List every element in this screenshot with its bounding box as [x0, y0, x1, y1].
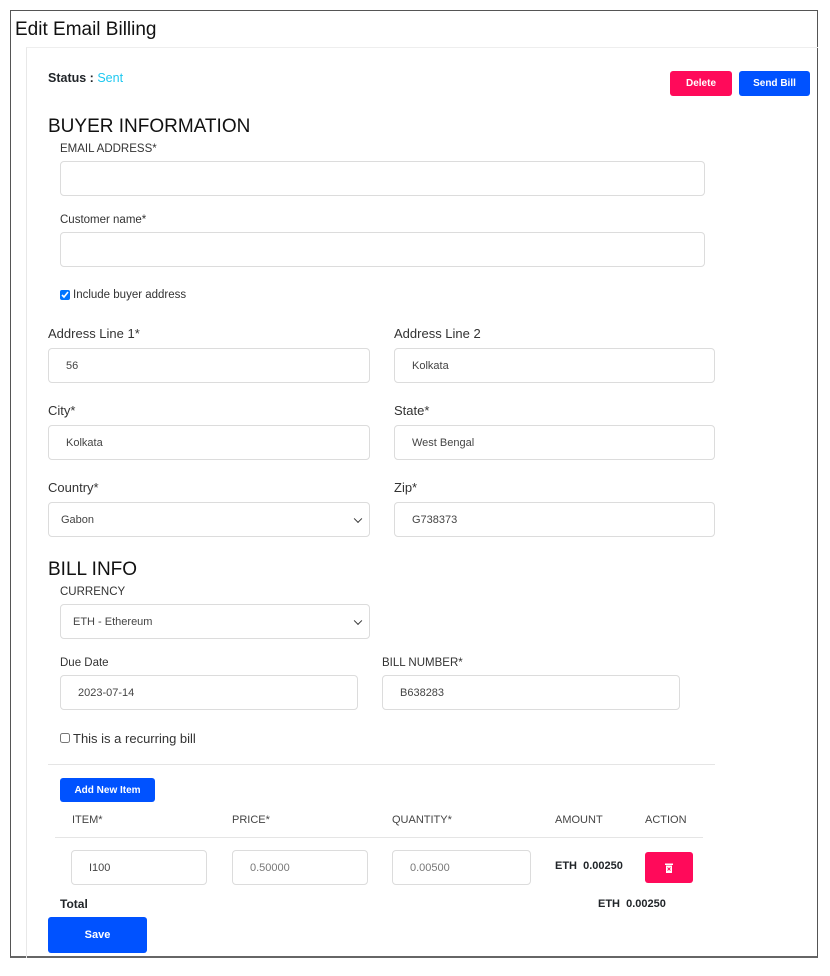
address1-input[interactable]: 56 [48, 348, 370, 383]
bill-number-input[interactable]: B638283 [382, 675, 680, 710]
status-value: Sent [97, 71, 124, 85]
address2-input[interactable]: Kolkata [394, 348, 715, 383]
email-input[interactable] [60, 161, 705, 196]
currency-select[interactable]: ETH - Ethereum [60, 604, 370, 639]
currency-label: CURRENCY [60, 586, 126, 598]
total-value: ETH 0.00250 [598, 898, 666, 910]
address2-label: Address Line 2 [394, 326, 481, 341]
page-title: Edit Email Billing [15, 19, 157, 40]
header-amount: AMOUNT [555, 814, 603, 826]
save-button[interactable]: Save [48, 917, 147, 953]
address1-label: Address Line 1* [48, 326, 140, 341]
due-date-input[interactable]: 2023-07-14 [60, 675, 358, 710]
chevron-down-icon [353, 514, 363, 523]
trash-icon [665, 863, 673, 873]
row-amount: ETH 0.00250 [555, 860, 623, 872]
country-select[interactable]: Gabon [48, 502, 370, 537]
item-input[interactable]: I100 [71, 850, 207, 885]
total-label: Total [60, 897, 88, 911]
include-address-checkbox[interactable] [60, 290, 70, 300]
price-input[interactable]: 0.50000 [232, 850, 368, 885]
bill-number-label: BILL NUMBER* [382, 657, 463, 669]
recurring-label: This is a recurring bill [73, 731, 196, 746]
header-quantity: QUANTITY* [392, 814, 452, 826]
divider [48, 764, 715, 765]
due-date-label: Due Date [60, 657, 109, 669]
state-label: State* [394, 403, 430, 418]
zip-input[interactable]: G738373 [394, 502, 715, 537]
header-action: ACTION [645, 814, 687, 826]
city-label: City* [48, 403, 76, 418]
delete-button[interactable]: Delete [670, 71, 732, 96]
table-divider [55, 837, 703, 838]
status-label: Status : [48, 71, 94, 85]
country-value: Gabon [61, 513, 95, 526]
customer-name-input[interactable] [60, 232, 705, 267]
include-address-label: Include buyer address [73, 289, 187, 301]
customer-name-label: Customer name* [60, 214, 147, 226]
email-label: EMAIL ADDRESS* [60, 143, 157, 155]
city-input[interactable]: Kolkata [48, 425, 370, 460]
form-card [26, 47, 818, 958]
state-input[interactable]: West Bengal [394, 425, 715, 460]
quantity-input[interactable]: 0.00500 [392, 850, 531, 885]
bill-heading: BILL INFO [48, 559, 138, 580]
header-item: ITEM* [72, 814, 103, 826]
delete-item-button[interactable] [645, 852, 693, 883]
currency-value: ETH - Ethereum [73, 615, 153, 628]
buyer-heading: BUYER INFORMATION [48, 116, 251, 137]
send-bill-button[interactable]: Send Bill [739, 71, 810, 96]
status: Status : Sent [48, 71, 123, 85]
header-price: PRICE* [232, 814, 270, 826]
recurring-checkbox[interactable] [60, 733, 70, 743]
zip-label: Zip* [394, 480, 418, 495]
country-label: Country* [48, 480, 99, 495]
chevron-down-icon [353, 616, 363, 625]
add-new-item-button[interactable]: Add New Item [60, 778, 155, 802]
